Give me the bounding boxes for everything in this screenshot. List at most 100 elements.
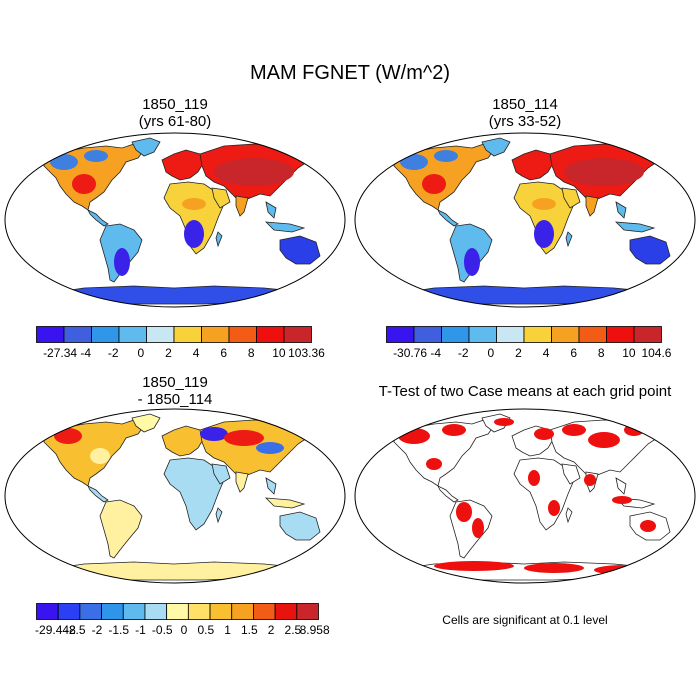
colorbar-2-swatch	[144, 603, 168, 620]
antarctica-region	[37, 285, 316, 305]
significant-cells-area	[588, 432, 620, 448]
canada-cold-area	[400, 154, 428, 170]
central-asia-warm-area	[214, 158, 294, 186]
colorbar-2-swatch	[79, 603, 102, 620]
colorbar-1-tick-label: 2	[515, 346, 522, 360]
colorbar-0-swatch	[256, 326, 285, 343]
map-panel-1850-114	[354, 132, 696, 308]
arabia-region	[211, 187, 231, 209]
colorbar-difference-labels: -29.448 -2.5 -2 -1.5 -1 -0.5 0 0.5 1 1.5 2 2.5 8.958	[35, 623, 330, 639]
southeast-asia-region	[265, 201, 277, 219]
colorbar-0-tick-label: 2	[165, 346, 172, 360]
central-america-region	[87, 485, 109, 503]
colorbar-1-tick-label: 104.6	[641, 346, 672, 360]
colorbar-2-tick-label: 8.958	[299, 623, 330, 637]
colorbar-1-swatch	[441, 326, 470, 343]
significant-cells-area	[640, 520, 656, 532]
colorbar-2-swatch	[36, 603, 59, 620]
central-asia-warm-area	[564, 158, 644, 186]
panel-3-title: 1850_119 - 1850_114	[75, 374, 275, 408]
colorbar-2-tick-label: 2.5	[284, 623, 302, 637]
colorbar-2-swatch	[274, 603, 298, 620]
antarctica-outline	[387, 561, 666, 581]
colorbar-1-swatch	[633, 326, 662, 343]
colorbar-1850-114	[386, 326, 662, 343]
australia-region	[629, 235, 671, 265]
colorbar-2-swatch	[166, 603, 189, 620]
greenland-region	[131, 137, 161, 157]
colorbar-0-swatch	[201, 326, 230, 343]
india-region	[585, 195, 599, 217]
colorbar-2-tick-label: -2.5	[64, 623, 86, 637]
significant-cells-area	[548, 500, 560, 516]
colorbar-0-tick-label: -4	[80, 346, 92, 360]
colorbar-2-swatch	[187, 603, 211, 620]
colorbar-1-swatch	[496, 326, 525, 343]
colorbar-2-tick-label: -1	[135, 623, 146, 637]
africa-region	[513, 181, 575, 255]
colorbar-0-swatch	[91, 326, 120, 343]
sahara-warm-area	[532, 198, 556, 210]
usa-neutral-area	[90, 448, 110, 464]
southern-africa-cold-area	[184, 220, 204, 248]
colorbar-1-swatch	[468, 326, 497, 343]
colorbar-1-tick-label: -2	[457, 346, 469, 360]
colorbar-2-tick-label: -29.448	[35, 623, 76, 637]
central-america-region	[87, 209, 109, 227]
madagascar-region	[565, 231, 573, 248]
indonesia-region	[264, 497, 306, 509]
colorbar-1-swatch	[413, 326, 442, 343]
colorbar-1-tick-label: 6	[570, 346, 578, 360]
central-america-region	[437, 209, 459, 227]
significant-cells-area	[426, 458, 442, 470]
australia-region	[279, 511, 321, 541]
colorbar-2-swatch	[122, 603, 146, 620]
significant-cells-area	[624, 424, 644, 436]
colorbar-0-swatch	[63, 326, 92, 343]
madagascar-region	[215, 231, 223, 248]
colorbar-2-tick-label: 1	[224, 623, 231, 637]
map-boundary	[4, 408, 346, 584]
colorbar-2-swatch	[253, 603, 276, 620]
colorbar-1-swatch	[606, 326, 635, 343]
europe-region	[511, 149, 555, 181]
arctic-canada-cold-area	[434, 150, 458, 162]
panel-4-title: T-Test of two Case means at each grid po…	[350, 383, 700, 400]
panel-3-title-line-1: 1850_119	[142, 374, 208, 391]
madagascar-region	[215, 507, 223, 524]
australia-region	[279, 235, 321, 265]
colorbar-2-tick-label: 2	[267, 623, 275, 637]
antarctica-region	[37, 561, 316, 581]
colorbar-1-swatch	[551, 326, 580, 343]
panel-2-title-line-2: (yrs 33-52)	[488, 113, 562, 130]
colorbar-2-tick-label: 1.5	[240, 623, 258, 637]
india-region	[235, 471, 249, 493]
map-boundary	[354, 408, 696, 584]
colorbar-1850-119-labels: -27.34 -4 -2 0 2 4 6 8 10 103.36	[36, 346, 325, 362]
colorbar-2-swatch	[209, 603, 233, 620]
colorbar-2-swatch	[57, 603, 81, 620]
arabia-outline	[561, 463, 581, 485]
colorbar-0-tick-label: 8	[247, 346, 255, 360]
colorbar-1-tick-label: 4	[542, 346, 550, 360]
canada-warm-anomaly	[54, 428, 82, 444]
arabia-region	[561, 187, 581, 209]
colorbar-2-swatch	[101, 603, 124, 620]
colorbar-0-tick-label: 103.36	[288, 346, 325, 360]
significant-cells-area	[442, 424, 466, 436]
significant-cells-area	[524, 563, 584, 573]
canada-cold-area	[50, 154, 78, 170]
colorbar-1-swatch	[578, 326, 607, 343]
colorbar-2-tick-label: 0	[180, 623, 188, 637]
figure-title: MAM FGNET (W/m^2)	[249, 62, 451, 84]
significant-cells-area	[562, 424, 586, 436]
colorbar-1-tick-label: -30.76	[393, 346, 428, 360]
colorbar-0-swatch	[283, 326, 312, 343]
colorbar-2-tick-label: -0.5	[151, 623, 173, 637]
india-region	[235, 195, 249, 217]
map-panel-difference	[4, 408, 346, 584]
usa-warm-area	[422, 174, 446, 194]
significant-cells-area	[456, 502, 472, 522]
colorbar-2-tick-label: -2	[91, 623, 103, 637]
significant-cells-area	[534, 428, 554, 440]
